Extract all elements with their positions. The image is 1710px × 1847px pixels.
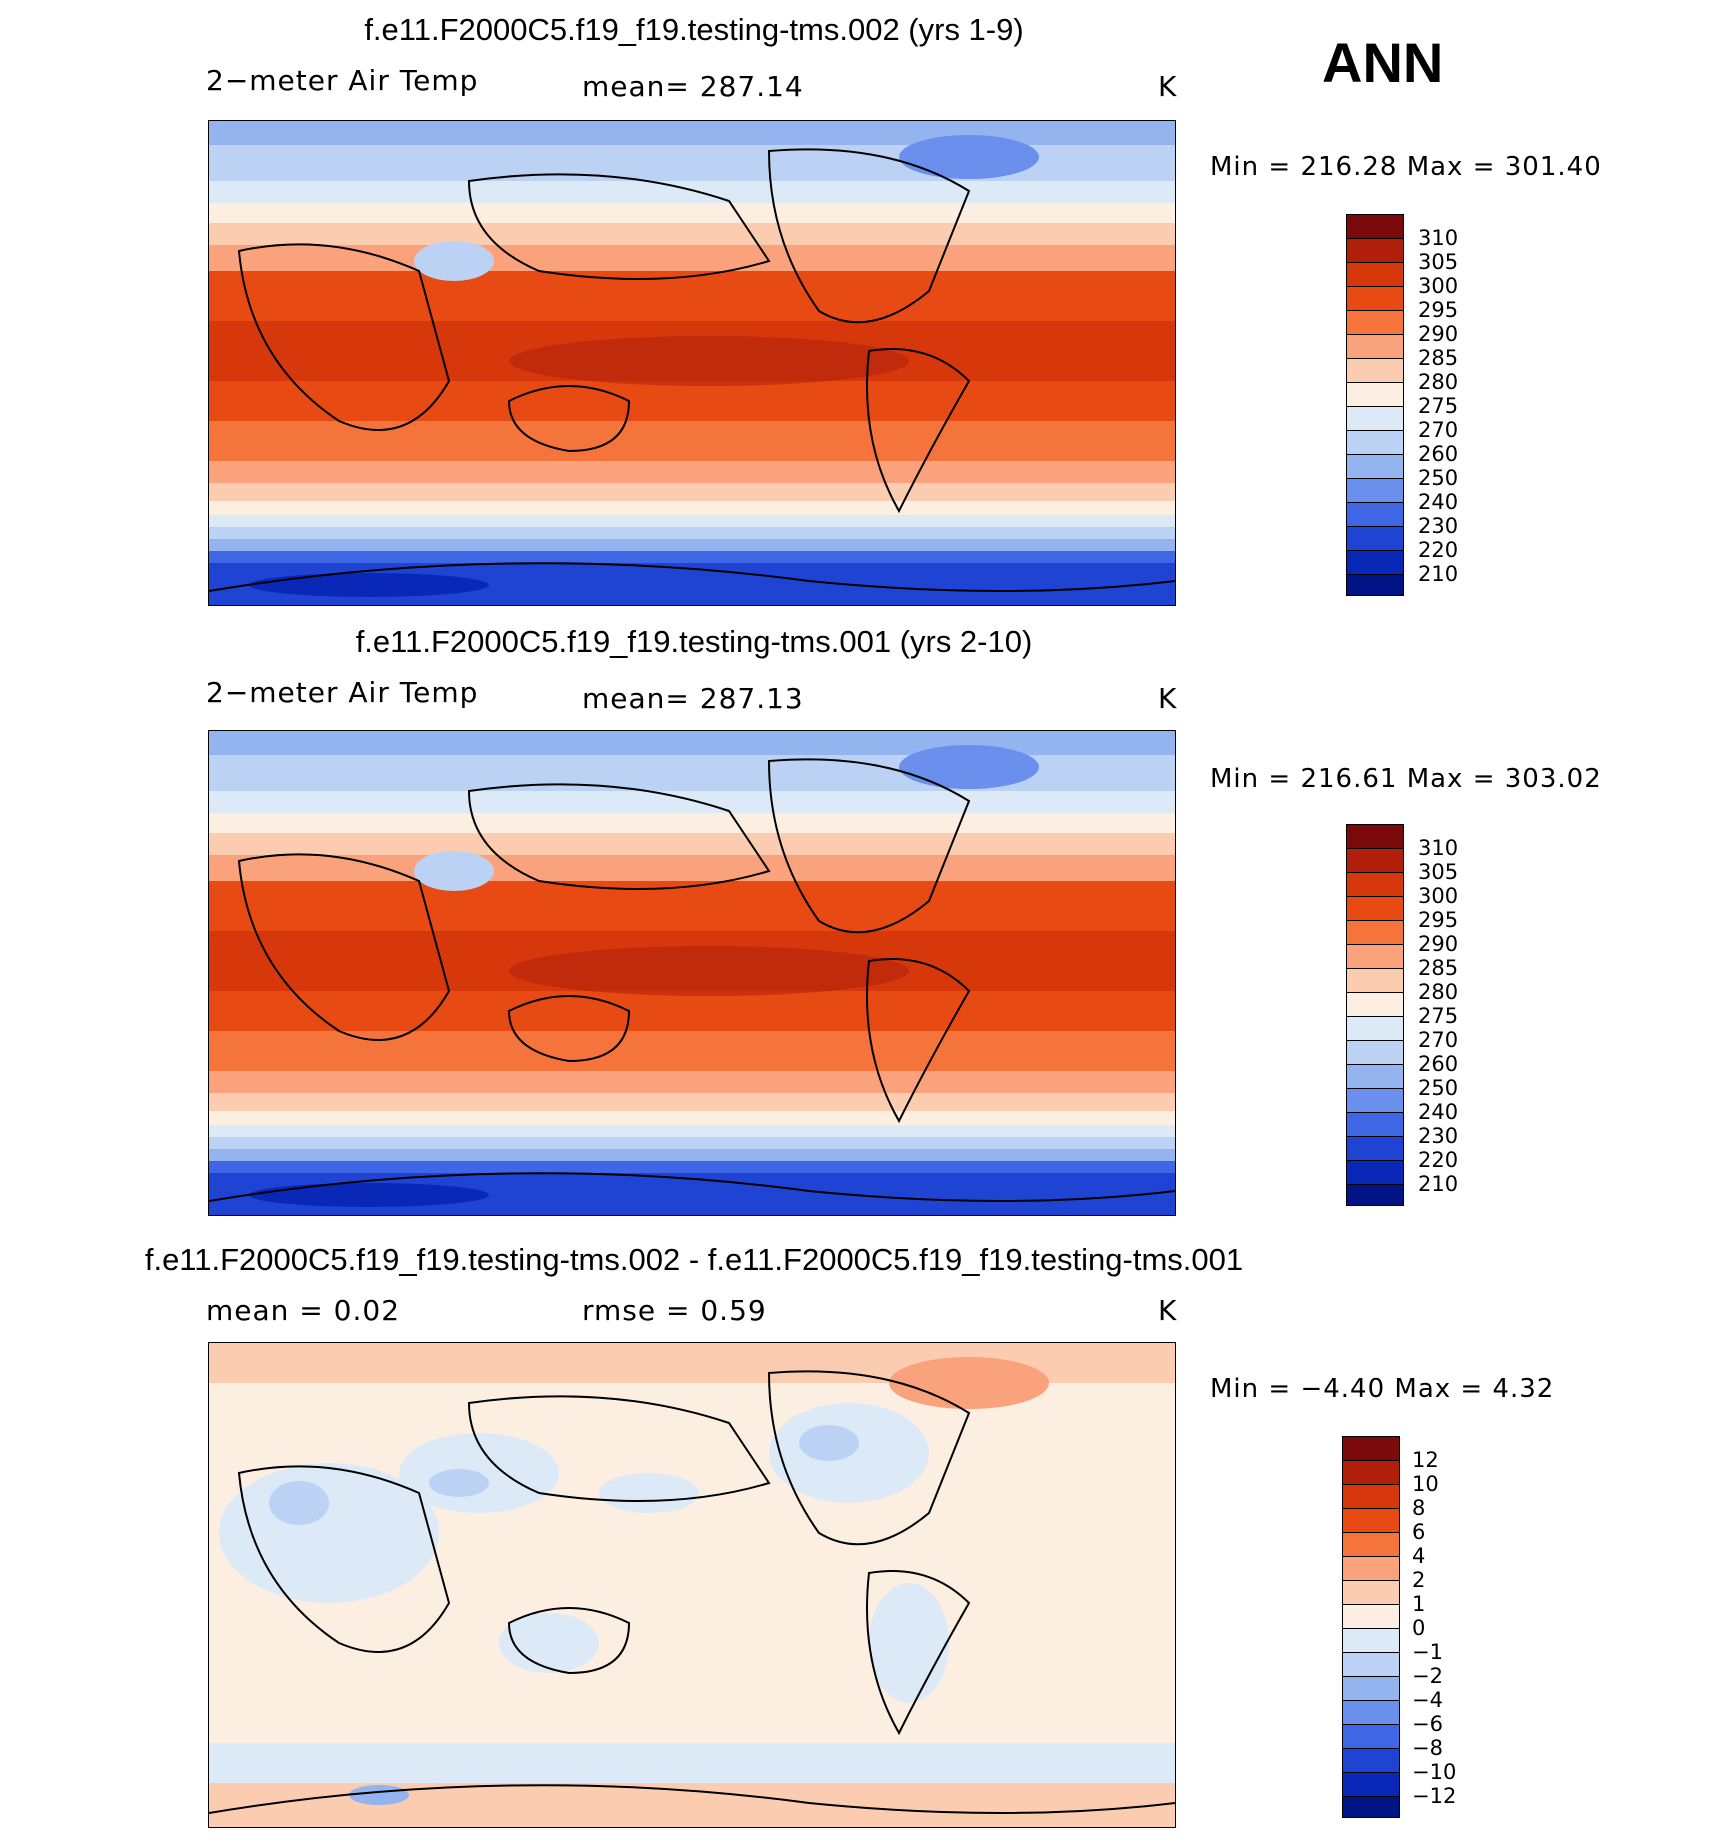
colorbar-tick-label: 305 [1418, 250, 1459, 274]
colorbar-tick-label: 8 [1412, 1496, 1426, 1520]
colorbar-tick-label: 280 [1418, 980, 1459, 1004]
colorbar-tick-label: 310 [1418, 836, 1459, 860]
panel1-title: f.e11.F2000C5.f19_f19.testing-tms.002 (y… [364, 12, 1024, 47]
colorbar-tick-label: 210 [1418, 562, 1459, 586]
colorbar-tick-label: 230 [1418, 1124, 1459, 1148]
panel1-units: K [1158, 70, 1178, 103]
colorbar-tick-label: −4 [1412, 1688, 1443, 1712]
colorbar-tick-label: −10 [1412, 1760, 1457, 1784]
panel1-temperature-field [209, 121, 1175, 605]
panel1-colorbar-labels: 310 305 300 295 290 285 280 275 270 260 … [1418, 226, 1458, 586]
colorbar-tick-label: −8 [1412, 1736, 1443, 1760]
panel3-units: K [1158, 1294, 1178, 1327]
panel1-variable-label: 2−meter Air Temp [206, 64, 479, 97]
panel2-title: f.e11.F2000C5.f19_f19.testing-tms.001 (y… [355, 624, 1033, 659]
panel3-rmse-label: rmse = 0.59 [582, 1294, 767, 1327]
colorbar-tick-label: 275 [1418, 394, 1459, 418]
colorbar-tick-label: 10 [1412, 1472, 1439, 1496]
panel3-mean-label: mean = 0.02 [206, 1294, 401, 1327]
panel3-colorbar [1342, 1436, 1400, 1818]
colorbar-tick-label: 300 [1418, 884, 1459, 908]
panel2-temperature-field [209, 731, 1175, 1215]
panel3-minmax: Min = −4.40 Max = 4.32 [1210, 1374, 1555, 1404]
colorbar-tick-label: 275 [1418, 1004, 1459, 1028]
colorbar-tick-label: 260 [1418, 1052, 1459, 1076]
colorbar-tick-label: 270 [1418, 1028, 1459, 1052]
panel2-variable-label: 2−meter Air Temp [206, 676, 479, 709]
colorbar-tick-label: 305 [1418, 860, 1459, 884]
panel3-difference-field [209, 1343, 1175, 1827]
colorbar-tick-label: 310 [1418, 226, 1459, 250]
colorbar-tick-label: 285 [1418, 956, 1459, 980]
colorbar-tick-label: 295 [1418, 298, 1459, 322]
colorbar-tick-label: 260 [1418, 442, 1459, 466]
colorbar-tick-label: 295 [1418, 908, 1459, 932]
colorbar-tick-label: 250 [1418, 1076, 1459, 1100]
colorbar-tick-label: 210 [1418, 1172, 1459, 1196]
colorbar-tick-label: 1 [1412, 1592, 1426, 1616]
colorbar-tick-label: −12 [1412, 1784, 1457, 1808]
colorbar-tick-label: 250 [1418, 466, 1459, 490]
colorbar-tick-label: 4 [1412, 1544, 1426, 1568]
colorbar-tick-label: 2 [1412, 1568, 1426, 1592]
colorbar-tick-label: 230 [1418, 514, 1459, 538]
panel2-colorbar [1346, 824, 1404, 1206]
colorbar-tick-label: 220 [1418, 1148, 1459, 1172]
colorbar-tick-label: −1 [1412, 1640, 1443, 1664]
panel1-minmax: Min = 216.28 Max = 301.40 [1210, 152, 1602, 182]
panel1-map [208, 120, 1176, 606]
colorbar-tick-label: −6 [1412, 1712, 1443, 1736]
panel1-colorbar [1346, 214, 1404, 596]
colorbar-tick-label: 240 [1418, 490, 1459, 514]
colorbar-tick-label: 6 [1412, 1520, 1426, 1544]
colorbar-tick-label: 240 [1418, 1100, 1459, 1124]
panel3-map [208, 1342, 1176, 1828]
panel2-mean-label: mean= 287.13 [582, 682, 804, 715]
panel3-colorbar-labels: 12 10 8 6 4 2 1 0 −1 −2 −4 −6 −8 −10 −12 [1412, 1448, 1456, 1808]
panel2-units: K [1158, 682, 1178, 715]
panel1-mean-label: mean= 287.14 [582, 70, 804, 103]
colorbar-tick-label: 290 [1418, 322, 1459, 346]
colorbar-tick-label: 220 [1418, 538, 1459, 562]
panel3-title: f.e11.F2000C5.f19_f19.testing-tms.002 - … [144, 1242, 1244, 1277]
colorbar-tick-label: 300 [1418, 274, 1459, 298]
panel2-map [208, 730, 1176, 1216]
colorbar-tick-label: 290 [1418, 932, 1459, 956]
colorbar-tick-label: 12 [1412, 1448, 1439, 1472]
colorbar-tick-label: 0 [1412, 1616, 1426, 1640]
colorbar-tick-label: 280 [1418, 370, 1459, 394]
colorbar-tick-label: −2 [1412, 1664, 1443, 1688]
colorbar-tick-label: 285 [1418, 346, 1459, 370]
colorbar-tick-label: 270 [1418, 418, 1459, 442]
season-label: ANN [1322, 31, 1444, 94]
panel2-minmax: Min = 216.61 Max = 303.02 [1210, 764, 1602, 794]
panel2-colorbar-labels: 310 305 300 295 290 285 280 275 270 260 … [1418, 836, 1458, 1196]
